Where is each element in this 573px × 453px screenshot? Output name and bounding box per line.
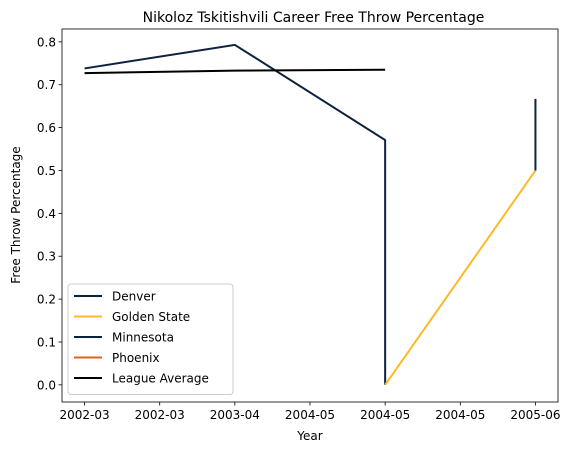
series-line-league-average <box>84 68 386 75</box>
x-tick-label: 2004-05 <box>360 408 410 422</box>
legend-label: Denver <box>112 290 156 304</box>
legend-label: Minnesota <box>112 331 174 345</box>
series-line-golden-state <box>384 169 537 386</box>
x-tick-label: 2005-06 <box>510 408 560 422</box>
y-tick-label: 0.0 <box>37 378 56 392</box>
legend-label: Golden State <box>112 310 190 324</box>
x-axis-label: Year <box>296 429 322 443</box>
legend-label: Phoenix <box>112 351 160 365</box>
y-tick-label: 0.4 <box>37 207 56 221</box>
y-tick-label: 0.1 <box>37 335 56 349</box>
x-tick-label: 2002-03 <box>135 408 185 422</box>
legend-label: League Average <box>112 372 209 386</box>
x-tick-label: 2004-05 <box>435 408 485 422</box>
legend: Denver Golden State Minnesota Phoenix League… <box>67 283 234 395</box>
x-tick-label: 2003-04 <box>210 408 260 422</box>
x-tick-label: 2002-03 <box>59 408 109 422</box>
y-tick-label: 0.7 <box>37 78 56 92</box>
axes: 2002-03 2002-03 2003-04 2004-05 2004-05 2004-… <box>37 28 561 422</box>
x-tick-label: 2004-05 <box>285 408 335 422</box>
y-tick-label: 0.3 <box>37 250 56 264</box>
y-tick-label: 0.6 <box>37 121 56 135</box>
series-line-denver <box>84 43 387 385</box>
series-lines <box>84 43 537 386</box>
y-axis-label: Free Throw Percentage <box>9 146 23 283</box>
chart-title: Nikoloz Tskitishvili Career Free Throw P… <box>143 10 485 26</box>
legend-box <box>67 283 234 395</box>
y-tick-label: 0.5 <box>37 164 56 178</box>
y-tick-label: 0.2 <box>37 293 56 307</box>
y-tick-label: 0.8 <box>37 35 56 49</box>
